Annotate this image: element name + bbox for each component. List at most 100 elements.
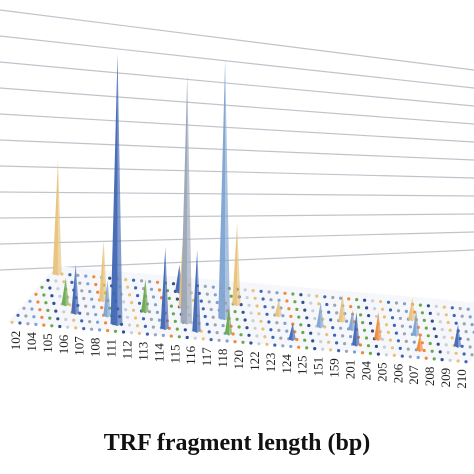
peak-face-right	[320, 302, 324, 329]
baseline-dot	[281, 344, 285, 348]
x-tick-label: 207	[406, 365, 421, 385]
peak-117	[232, 223, 241, 307]
baseline-dot	[374, 314, 379, 318]
baseline-dot	[464, 330, 468, 334]
baseline-dot	[362, 328, 367, 332]
peak-102	[52, 160, 62, 276]
peak-209	[453, 324, 462, 348]
baseline-dot	[299, 323, 303, 327]
gridline	[0, 61, 474, 107]
baseline-dot	[325, 333, 329, 337]
baseline-dot	[147, 310, 152, 314]
baseline-dot	[281, 314, 285, 318]
baseline-dot	[247, 333, 251, 337]
baseline-dot	[470, 323, 474, 327]
peak-face-right	[278, 299, 282, 318]
baseline-dot	[185, 335, 189, 340]
x-tick-label: 112	[120, 340, 135, 359]
baseline-dot	[388, 338, 392, 342]
gridline	[0, 213, 474, 219]
baseline-dot	[94, 282, 98, 287]
baseline-dot	[253, 326, 257, 330]
baseline-dot	[125, 315, 130, 319]
baseline-dot	[404, 339, 408, 343]
x-tick-label: 115	[167, 345, 182, 364]
x-tick-label: 206	[390, 363, 405, 383]
baseline-dot	[396, 309, 401, 313]
baseline-dot	[297, 315, 301, 319]
baseline-dot	[135, 324, 140, 328]
baseline-dot	[323, 295, 327, 299]
baseline-dot	[398, 316, 402, 320]
baseline-dot	[392, 353, 396, 357]
baseline-dot	[406, 347, 410, 351]
peak-face-right	[187, 74, 193, 325]
baseline-dot	[92, 275, 96, 279]
baseline-dot	[450, 336, 454, 340]
baseline-dot	[426, 334, 430, 338]
baseline-dot	[466, 307, 470, 311]
baseline-dot	[233, 310, 237, 314]
baseline-dot	[261, 327, 265, 331]
baseline-dot	[100, 306, 104, 310]
baseline-dot	[253, 296, 257, 300]
baseline-dot	[384, 353, 388, 357]
peak-105	[61, 277, 69, 307]
baseline-dot	[104, 321, 108, 325]
baseline-dot	[416, 355, 420, 360]
baseline-dot	[371, 299, 375, 303]
baseline-dot	[106, 329, 110, 333]
baseline-dot	[26, 322, 30, 326]
baseline-dot	[464, 360, 468, 364]
baseline-dot	[428, 341, 432, 346]
baseline-dot	[94, 313, 98, 317]
baseline-dot	[267, 320, 271, 324]
baseline-dot	[96, 320, 100, 324]
baseline-dot	[140, 279, 144, 283]
baseline-dot	[130, 301, 134, 305]
baseline-dot	[50, 324, 54, 328]
peak-face-right	[145, 278, 149, 314]
baseline-dot	[124, 278, 128, 282]
x-tick-label: 208	[422, 367, 437, 387]
baseline-dot	[390, 346, 394, 350]
peak-face-right	[75, 264, 79, 315]
baseline-dot	[199, 299, 203, 303]
baseline-dot	[132, 278, 136, 282]
baseline-dot	[209, 338, 213, 342]
baseline-dot	[386, 300, 391, 304]
peak-106	[71, 264, 79, 315]
baseline-dot	[468, 345, 472, 349]
baseline-dot	[331, 326, 335, 330]
baseline-dot	[418, 303, 422, 307]
baseline-dot	[121, 330, 126, 334]
baseline-dot	[18, 321, 22, 325]
baseline-dot	[363, 298, 367, 302]
baseline-dot	[249, 311, 253, 315]
baseline-dot	[128, 293, 132, 297]
baseline-dot	[339, 296, 343, 300]
baseline-dot	[291, 292, 295, 296]
baseline-dot	[211, 285, 215, 289]
baseline-dot	[380, 337, 384, 341]
baseline-dot	[149, 287, 154, 291]
gridline	[0, 191, 474, 197]
peak-face-right	[107, 280, 111, 318]
peak-face-left	[61, 277, 66, 307]
baseline-dot	[357, 305, 361, 309]
baseline-dot	[380, 307, 385, 311]
peak-face-left	[274, 299, 279, 318]
peak-face-left	[180, 74, 188, 325]
baseline-dot	[169, 304, 173, 308]
baseline-dot	[442, 335, 446, 339]
baseline-dot	[88, 320, 92, 324]
peak-face-right	[57, 160, 62, 276]
baseline-dot	[151, 325, 155, 329]
baseline-dot	[215, 331, 219, 335]
baseline-dot	[349, 305, 353, 309]
baseline-dot	[392, 323, 396, 327]
baseline-dot	[131, 308, 136, 312]
baseline-dot	[341, 334, 345, 338]
x-tick-label: 104	[24, 332, 39, 352]
gridline	[0, 9, 474, 71]
